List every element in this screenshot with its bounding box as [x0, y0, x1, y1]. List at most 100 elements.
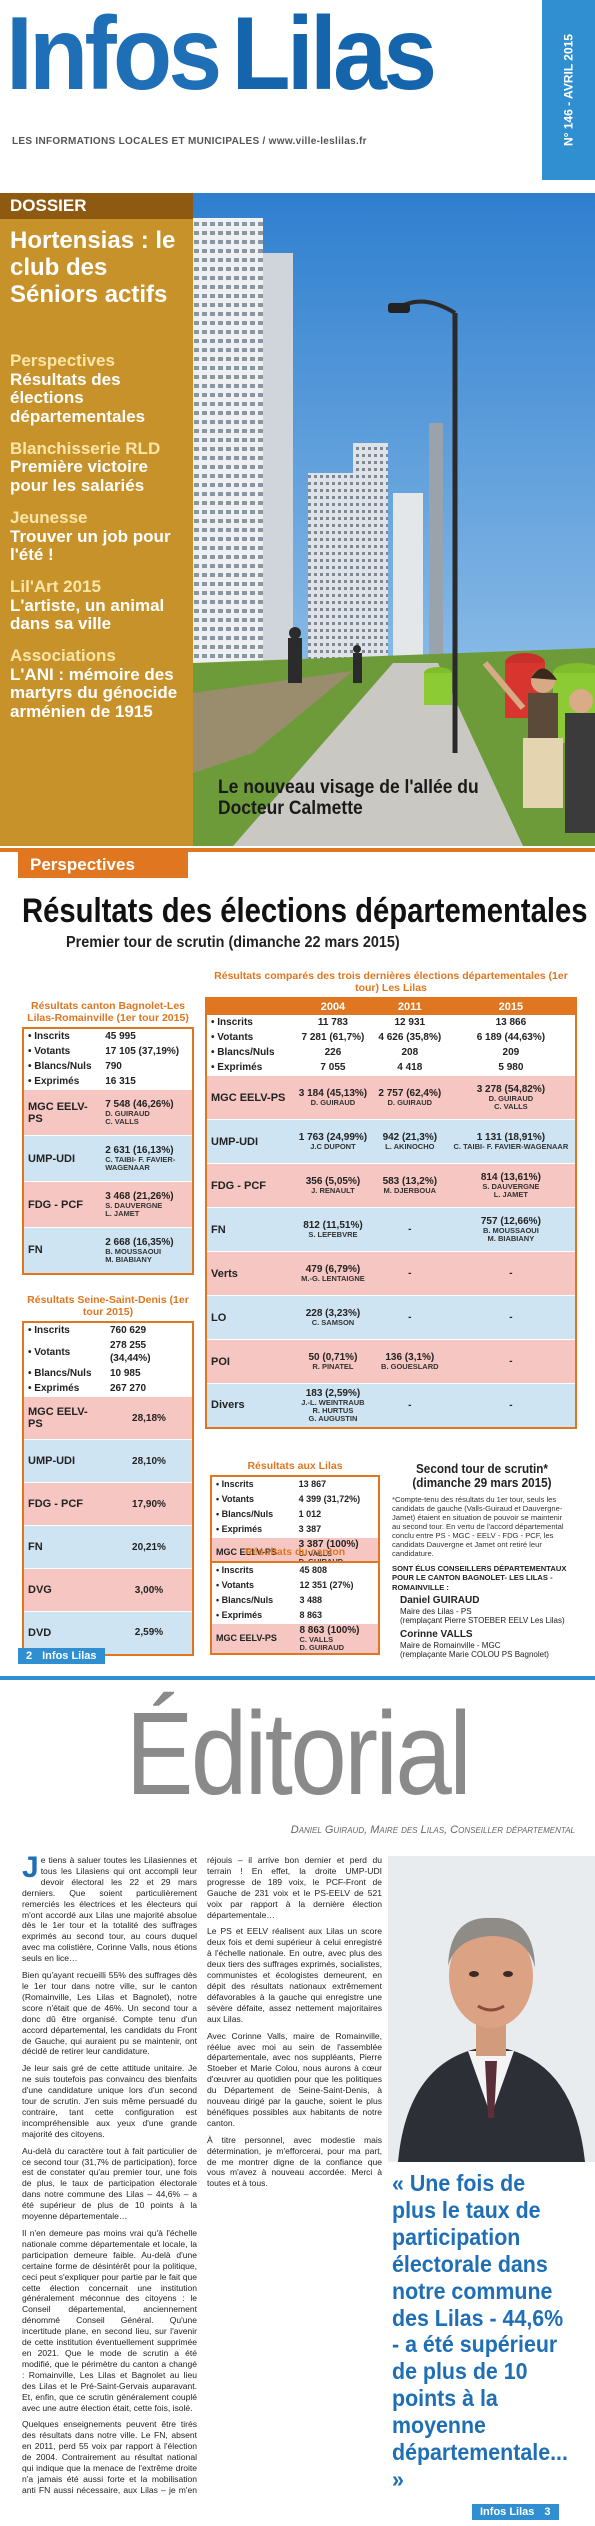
result: 942 (21,3%): [382, 1132, 438, 1144]
party-result: 20,21%: [105, 1525, 193, 1569]
elected-substitute: (remplaçant Pierre STOEBER EELV Les Lila…: [400, 1616, 565, 1626]
party-row: FDG - PCF 3 468 (21,26%) S. DAUVERGNE L. JA…: [23, 1181, 193, 1228]
result: 2 631 (16,13%): [105, 1145, 174, 1157]
candidate: B. GOUESLARD: [381, 1362, 439, 1372]
candidate: C. VALLS: [494, 1102, 528, 1112]
party-result: 1 131 (18,91%) C. TAIBI- F. FAVIER-WAGENA…: [446, 1119, 576, 1164]
party-name: FN: [206, 1207, 294, 1252]
elected-heading: SONT ÉLUS CONSEILLERS DÉPARTEMENTAUX POU…: [392, 1564, 567, 1592]
section-label: Perspectives: [18, 852, 188, 878]
party-name: Verts: [206, 1251, 294, 1296]
party-row: FDG - PCF 17,90%: [23, 1482, 193, 1526]
party-name: LO: [206, 1295, 294, 1340]
table-heading: Résultats comparés des trois dernières é…: [214, 970, 568, 995]
elected-substitute: (remplaçante Marie COLOU PS Bagnolet): [400, 1650, 549, 1660]
cover-item: Jeunesse Trouver un job pour l'été !: [10, 508, 190, 565]
stat-value: 1 012: [294, 1507, 379, 1523]
stat-label: Votants: [206, 1030, 294, 1046]
party-row: UMP-UDI 28,10%: [23, 1439, 193, 1483]
cover-caption: Le nouveau visage de l'allée du Docteur …: [218, 777, 479, 820]
stat-value: 7 055: [293, 1060, 373, 1076]
candidate: D. GUIRAUD: [488, 1094, 534, 1104]
stat-label: Inscrits: [211, 1476, 295, 1493]
paragraph: Le PS et EELV réalisent aux Lilas un sco…: [207, 1926, 382, 2024]
page-footer: Infos Lilas 3: [472, 2504, 559, 2520]
stat-value: 790: [101, 1059, 193, 1075]
party-name: MGC EELV-PS: [23, 1396, 106, 1440]
party-result: 2 757 (62,4%) D. GUIRAUD: [372, 1075, 447, 1120]
pull-quote: « Une fois de plus le taux de participat…: [392, 2170, 568, 2492]
party-result: 814 (13,61%) S. DAUVERGNE L. JAMET: [446, 1163, 576, 1208]
result: 28,18%: [132, 1412, 166, 1424]
result: 479 (6,79%): [305, 1264, 361, 1276]
candidate: C. VALLS: [105, 1117, 139, 1127]
stat-label: Votants: [23, 1044, 102, 1060]
paragraph: Je tiens à saluer toutes les Lilasiennes…: [22, 1855, 197, 1964]
cover-item: Perspectives Résultats des élections dépa…: [10, 351, 190, 427]
candidate: G. AUGUSTIN: [308, 1413, 358, 1423]
stat-label: Exprimés: [211, 1522, 295, 1538]
elected-name: Daniel GUIRAUD: [400, 1594, 480, 1606]
party-result: 7 548 (46,26%) D. GUIRAUD C. VALLS: [101, 1089, 193, 1136]
item-title: Résultats des élections départementales: [10, 369, 146, 427]
result: -: [408, 1224, 412, 1236]
party-result: 583 (13,2%) M. DJERBOUA: [372, 1163, 447, 1208]
year-row: 2004 2011 2015: [206, 998, 576, 1016]
party-row: Divers 183 (2,59%) J.-L. WEINTRAUB R. HURTU…: [206, 1383, 576, 1428]
candidate: R. HURTUS: [312, 1405, 354, 1415]
party-result: 8 863 (100%) C. VALLS D. GUIRAUD: [295, 1623, 379, 1654]
candidate: M. BIABIANY: [487, 1234, 535, 1244]
result: 356 (5,05%): [305, 1176, 361, 1188]
result: 183 (2,59%): [305, 1388, 361, 1400]
party-result: -: [446, 1251, 576, 1296]
stat-value: 12 351 (27%): [295, 1578, 379, 1594]
stat-label: Blancs/Nuls: [206, 1045, 294, 1061]
stat-value: 10 985: [105, 1366, 193, 1382]
elected-role: Maire de Romainville - MGC: [400, 1640, 501, 1650]
party-row: UMP-UDI 2 631 (16,13%) C. TAIBI- F. FAVIER…: [23, 1135, 193, 1182]
page-subtitle: Premier tour de scrutin (dimanche 22 mar…: [66, 934, 400, 951]
party-result: 942 (21,3%) L. AKINOCHO: [372, 1119, 447, 1164]
item-kicker: Associations: [10, 645, 116, 665]
candidate: M. BIABIANY: [105, 1254, 152, 1264]
stat-value: 4 399 (31,72%): [294, 1492, 379, 1508]
result: -: [509, 1356, 513, 1368]
item-kicker: Perspectives: [10, 351, 115, 370]
editorial-title: Éditorial: [125, 1688, 472, 1820]
stat-label: Blancs/Nuls: [211, 1593, 296, 1609]
result: 8 863 (100%): [299, 1625, 360, 1637]
stat-label: Votants: [23, 1338, 106, 1367]
brand: Infos Lilas: [480, 2506, 535, 2518]
party-name: DVD: [23, 1611, 106, 1655]
stat-value: 226: [293, 1045, 373, 1061]
result: 2 757 (62,4%): [378, 1088, 442, 1100]
candidate: J. RENAULT: [311, 1186, 355, 1196]
stat-label: Inscrits: [23, 1028, 102, 1045]
party-result: 812 (11,51%) S. LEFEBVRE: [293, 1207, 373, 1252]
cover-item: Blanchisserie RLD Première victoire pour …: [10, 439, 190, 496]
paragraph: Quelques enseignements peuvent être tiré…: [22, 1855, 382, 2495]
candidate: D. GUIRAUD: [105, 1109, 150, 1119]
candidate: S. DAUVERGNE: [482, 1182, 540, 1192]
paragraph: À titre personnel, avec modestie mais dé…: [207, 2134, 382, 2189]
result: 3 468 (21,26%): [105, 1191, 174, 1203]
party-row: Verts 479 (6,79%) M.-G. LENTAIGNE - -: [206, 1251, 576, 1296]
party-result: -: [372, 1295, 447, 1340]
candidate: C. TAIBI- F. FAVIER-WAGENAAR: [453, 1142, 569, 1152]
party-name: FN: [23, 1227, 102, 1274]
stat-value: 45 808: [295, 1562, 379, 1579]
year: 2015: [446, 998, 576, 1016]
elected-role: Maire des Lilas - PS: [400, 1606, 472, 1616]
page-title: Résultats des élections départementales: [22, 892, 588, 930]
party-row: FN 812 (11,51%) S. LEFEBVRE -757 (12,66%) B.…: [206, 1207, 576, 1252]
stat-label: Blancs/Nuls: [211, 1507, 295, 1523]
result: 20,21%: [132, 1541, 166, 1553]
stat-value: 4 626 (35,8%): [372, 1030, 447, 1046]
